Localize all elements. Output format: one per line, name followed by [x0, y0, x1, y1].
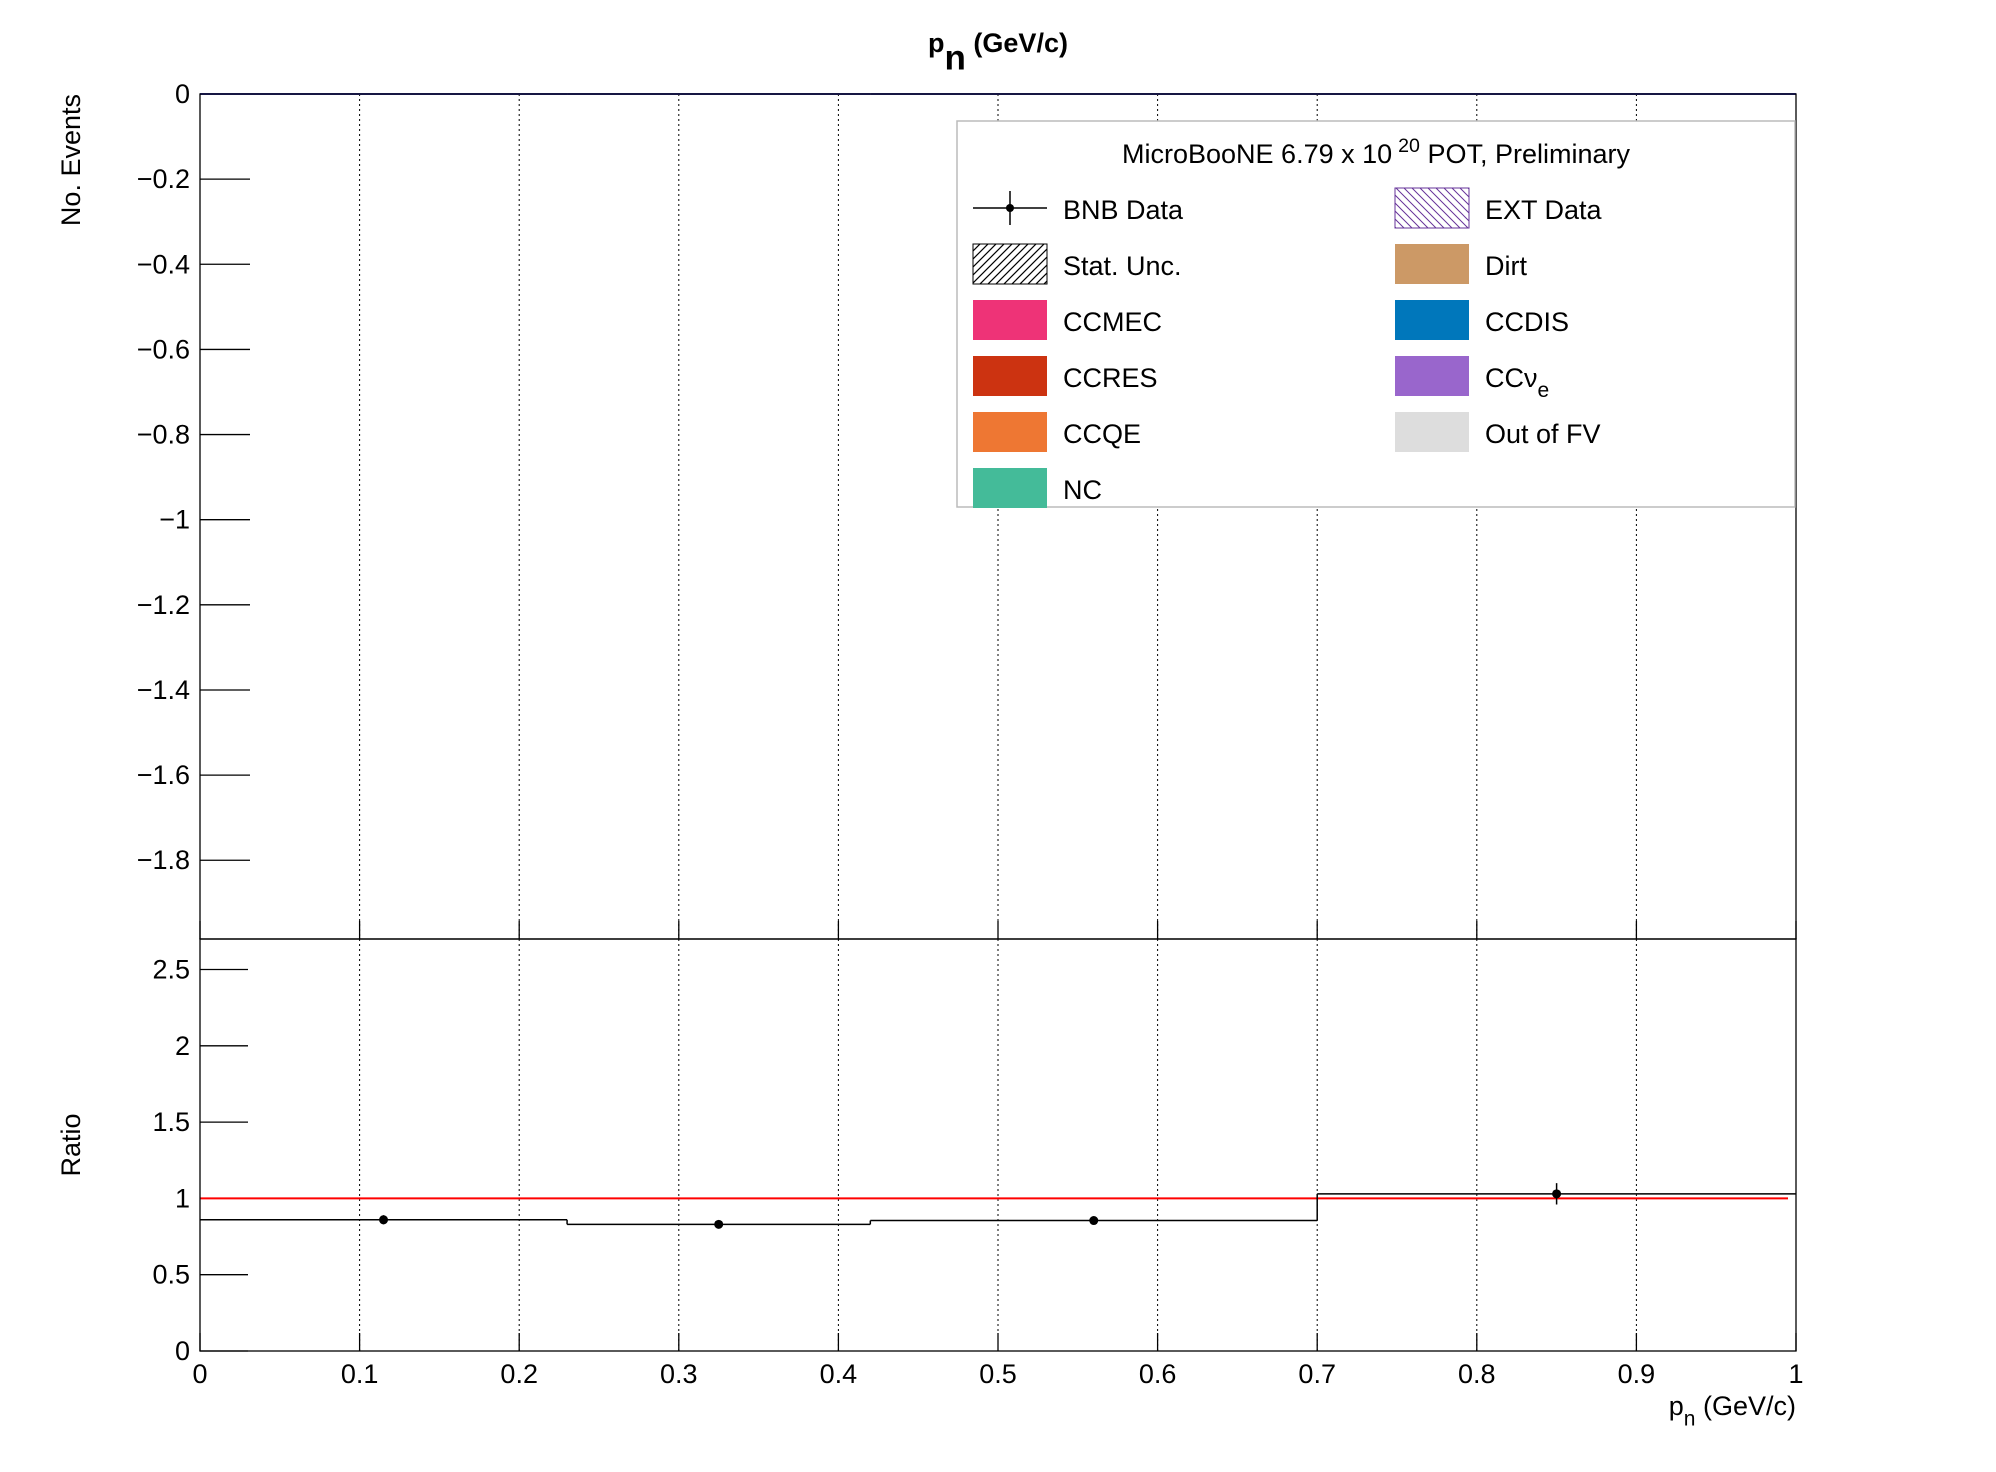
legend-label: CCQE [1063, 419, 1141, 449]
chart-title-sub: n [945, 39, 966, 78]
legend-label-main: BNB Data [1063, 195, 1184, 225]
y-tick-label: −1.4 [137, 675, 190, 705]
legend-label-main: CCν [1485, 363, 1538, 393]
legend-swatch [972, 243, 1048, 285]
x-tick-label: 0.1 [341, 1359, 379, 1389]
x-tick-label: 0.7 [1298, 1359, 1336, 1389]
x-axis-label: pn (GeV/c) [1669, 1391, 1796, 1431]
data-point [714, 1219, 724, 1229]
legend-label-main: CCDIS [1485, 307, 1569, 337]
y-axis-label: Ratio [56, 1113, 86, 1176]
x-tick-label: 0.4 [820, 1359, 858, 1389]
y-tick-label: −1.2 [137, 590, 190, 620]
legend-label-sub: e [1538, 379, 1550, 402]
y-tick-label: 0 [175, 1336, 190, 1366]
legend-box [956, 120, 1796, 508]
legend-swatch [1395, 356, 1469, 396]
x-axis-label-suffix: (GeV/c) [1695, 1391, 1796, 1421]
legend-label: Out of FV [1485, 419, 1601, 449]
chart-title: pn (GeV/c) [928, 28, 1068, 78]
x-tick-label: 0.5 [979, 1359, 1017, 1389]
legend-label: CCνe [1485, 363, 1549, 402]
y-tick-label: −1.6 [137, 760, 190, 790]
y-tick-label: −0.6 [137, 334, 190, 364]
legend-label: CCMEC [1063, 307, 1162, 337]
y-tick-label: −1.8 [137, 845, 190, 875]
legend-swatch [1395, 412, 1469, 452]
y-tick-label: −0.8 [137, 420, 190, 450]
legend-label-main: NC [1063, 475, 1102, 505]
legend-label-main: EXT Data [1485, 195, 1603, 225]
legend-label: CCRES [1063, 363, 1158, 393]
y-tick-label: 1.5 [152, 1107, 190, 1137]
legend-label: BNB Data [1063, 195, 1184, 225]
y-tick-label: −0.2 [137, 164, 190, 194]
y-tick-label: 2.5 [152, 955, 190, 985]
legend-label-main: Dirt [1485, 251, 1527, 281]
y-tick-label: −0.4 [137, 249, 190, 279]
x-tick-label: 0.6 [1139, 1359, 1177, 1389]
x-axis-label-main: p [1669, 1391, 1684, 1421]
legend-label: Dirt [1485, 251, 1527, 281]
legend-header-sup: 20 [1398, 135, 1420, 157]
legend-header: MicroBooNE 6.79 x 10 20 POT, Preliminary [1122, 135, 1630, 169]
x-axis-label-sub: n [1684, 1408, 1696, 1431]
y-axis-label: No. Events [56, 94, 86, 226]
y-tick-label: 2 [175, 1031, 190, 1061]
legend-swatch [973, 300, 1047, 340]
legend-label: NC [1063, 475, 1102, 505]
y-tick-label: 0.5 [152, 1260, 190, 1290]
plot-frame [199, 938, 1797, 1352]
y-tick-label: −1 [159, 505, 190, 535]
legend-label: CCDIS [1485, 307, 1569, 337]
y-tick-label: 1 [175, 1183, 190, 1213]
legend-label-main: CCRES [1063, 363, 1158, 393]
legend-label-main: Stat. Unc. [1063, 251, 1182, 281]
legend-header-main: MicroBooNE 6.79 x 10 [1122, 139, 1392, 169]
x-tick-label: 1 [1788, 1359, 1803, 1389]
legend-marker [1006, 204, 1014, 212]
legend-label-main: CCQE [1063, 419, 1141, 449]
data-point [379, 1215, 389, 1225]
x-tick-label: 0.2 [500, 1359, 538, 1389]
chart-title-suffix: (GeV/c) [966, 28, 1068, 58]
legend-header-suffix: POT, Preliminary [1420, 139, 1631, 169]
data-point [1552, 1189, 1562, 1199]
legend-swatch [973, 356, 1047, 396]
legend-swatch [1395, 300, 1469, 340]
legend-swatch [973, 468, 1047, 508]
legend-swatch [1394, 187, 1470, 229]
x-tick-label: 0.9 [1618, 1359, 1656, 1389]
x-tick-label: 0.8 [1458, 1359, 1496, 1389]
x-tick-label: 0 [192, 1359, 207, 1389]
legend-label-main: Out of FV [1485, 419, 1601, 449]
legend-swatch [973, 412, 1047, 452]
data-point [1089, 1216, 1099, 1226]
legend-swatch [1395, 244, 1469, 284]
legend-label-main: CCMEC [1063, 307, 1162, 337]
chart-title-main: p [928, 28, 945, 58]
legend-label: EXT Data [1485, 195, 1603, 225]
x-tick-label: 0.3 [660, 1359, 698, 1389]
y-tick-label: 0 [175, 79, 190, 109]
legend-label: Stat. Unc. [1063, 251, 1182, 281]
